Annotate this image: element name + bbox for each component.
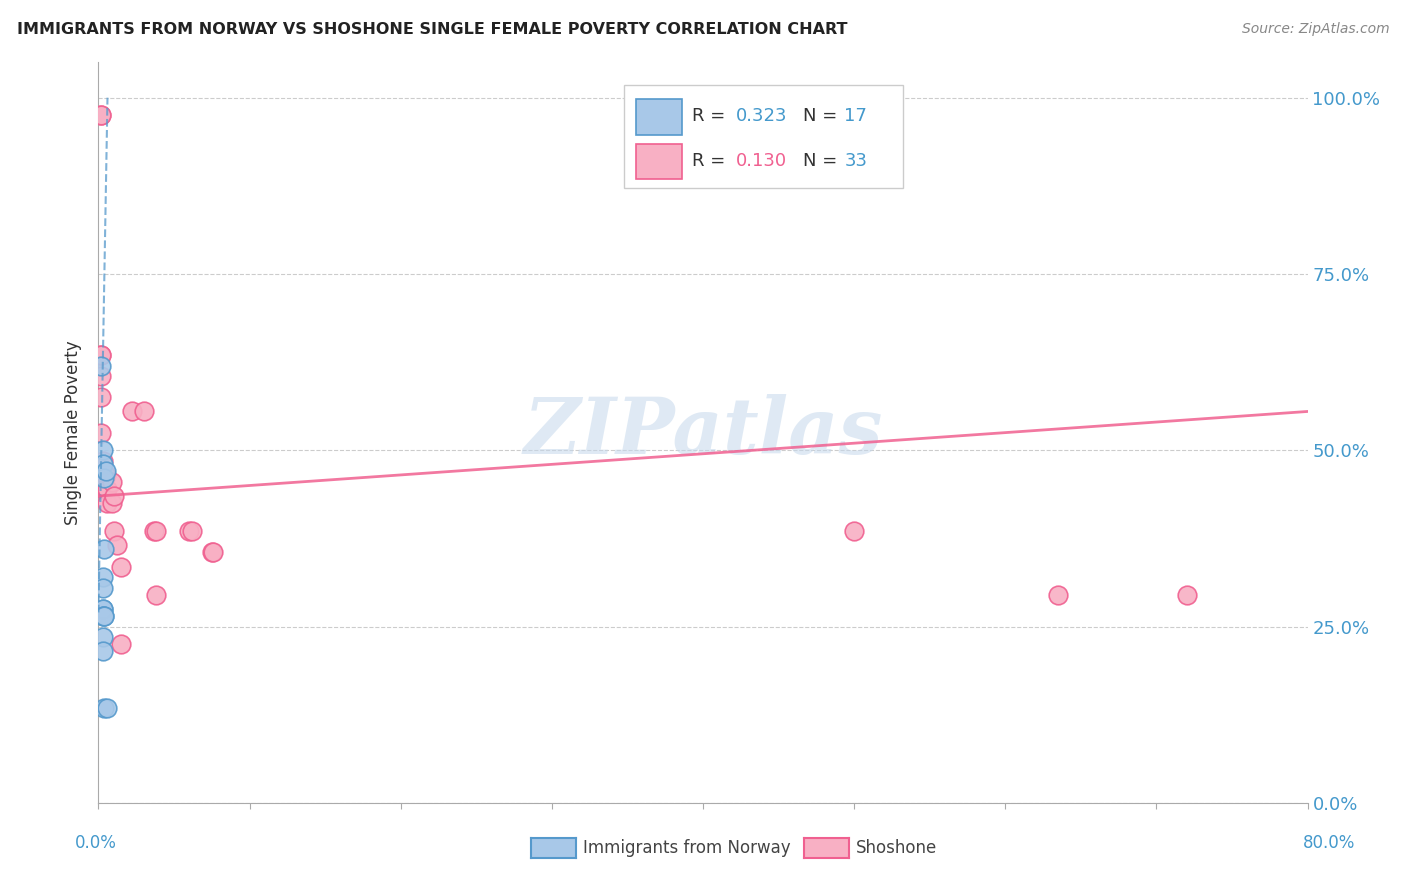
Point (91, 644, 114, 658)
Text: 0.323: 0.323 (735, 108, 787, 126)
Point (94, 464, 117, 478)
Point (110, 559, 132, 574)
Point (1175, 588, 1198, 602)
Point (91, 454, 114, 468)
Point (91, 458, 114, 472)
Text: 0.130: 0.130 (735, 152, 787, 169)
Point (181, 524, 204, 539)
Point (91, 570, 114, 584)
Point (103, 524, 125, 539)
Point (143, 524, 166, 539)
Point (91, 602, 114, 616)
Point (93, 541, 115, 556)
Point (132, 404, 155, 418)
Point (145, 524, 167, 539)
Point (91, 630, 114, 644)
Point (105, 538, 128, 552)
Text: Shoshone: Shoshone (856, 839, 938, 857)
Point (96, 496, 118, 510)
Point (90, 348, 112, 362)
Point (90, 108, 112, 122)
Point (202, 545, 225, 559)
Text: R =: R = (692, 152, 731, 169)
Point (103, 489, 125, 503)
Point (91, 581, 114, 595)
Text: Immigrants from Norway: Immigrants from Norway (583, 839, 792, 857)
Point (1047, 588, 1070, 602)
Point (844, 524, 866, 539)
Text: 80.0%: 80.0% (1302, 834, 1355, 852)
Point (91, 482, 114, 496)
Text: R =: R = (692, 108, 731, 126)
Point (91, 602, 114, 616)
FancyBboxPatch shape (637, 99, 682, 135)
FancyBboxPatch shape (637, 144, 682, 179)
Text: 17: 17 (845, 108, 868, 126)
FancyBboxPatch shape (624, 85, 903, 188)
Point (96, 482, 118, 496)
Point (201, 545, 224, 559)
Y-axis label: Single Female Poverty: Single Female Poverty (65, 341, 83, 524)
Point (93, 609, 115, 624)
Point (179, 524, 201, 539)
Point (93, 471, 115, 485)
Point (121, 404, 143, 418)
Point (90, 108, 112, 122)
Text: N =: N = (803, 108, 844, 126)
Point (101, 496, 124, 510)
Point (145, 588, 167, 602)
Text: Source: ZipAtlas.com: Source: ZipAtlas.com (1241, 22, 1389, 37)
Point (91, 475, 114, 489)
Point (90, 348, 112, 362)
Point (93, 609, 115, 624)
Point (90, 425, 112, 440)
Point (94, 467, 117, 482)
Text: N =: N = (803, 152, 844, 169)
Point (90, 359, 112, 373)
Text: ZIPatlas: ZIPatlas (523, 394, 883, 471)
Point (96, 700, 118, 714)
Text: IMMIGRANTS FROM NORWAY VS SHOSHONE SINGLE FEMALE POVERTY CORRELATION CHART: IMMIGRANTS FROM NORWAY VS SHOSHONE SINGL… (17, 22, 848, 37)
Text: 33: 33 (845, 152, 868, 169)
Point (93, 700, 115, 714)
Point (110, 637, 132, 651)
Point (91, 443, 114, 458)
Point (101, 475, 124, 489)
Point (91, 609, 114, 624)
Point (94, 482, 117, 496)
Point (90, 390, 112, 404)
Text: 0.0%: 0.0% (75, 834, 117, 852)
Point (90, 369, 112, 384)
